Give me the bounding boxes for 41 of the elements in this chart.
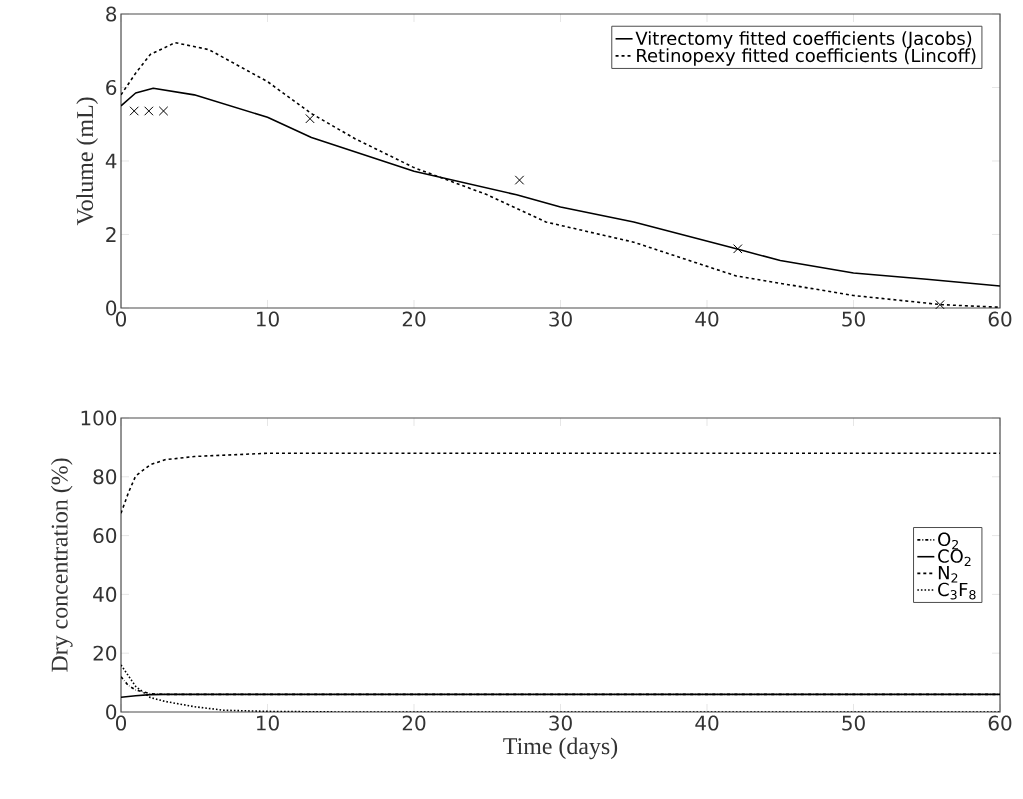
point	[733, 244, 743, 254]
point	[144, 106, 154, 116]
x-tick-label: 20	[402, 715, 426, 731]
x-tick-label: 60	[988, 715, 1012, 731]
x-tick-label: 50	[842, 311, 865, 327]
y-tick-label: 8	[106, 6, 117, 22]
x-tick-label: 40	[695, 311, 719, 327]
legend-label: C$_{3}$F$_{8}$	[938, 582, 976, 600]
y-axis-title: Volume (mL)	[76, 97, 98, 226]
x-tick-label: 50	[842, 715, 865, 731]
y-tick-label: 40	[93, 586, 117, 602]
x-tick-label: 10	[257, 311, 279, 327]
y-tick-label: 80	[93, 469, 117, 485]
y-tick-label: 0	[106, 300, 117, 316]
point	[514, 175, 525, 185]
x-tick-label: 20	[402, 311, 426, 327]
x-tick-label: 30	[549, 715, 572, 731]
x-tick-label: 30	[549, 311, 572, 327]
y-tick-label: 0	[106, 704, 117, 720]
point	[158, 106, 169, 116]
y-axis-title: Dry concentration (%)	[50, 458, 73, 672]
legend-label: Retinopexy fitted coefficients (Lincoff)	[637, 48, 976, 66]
legend-label: O$_{2}$	[938, 532, 958, 550]
x-tick-label: 60	[988, 311, 1012, 327]
y-tick-label: 100	[81, 410, 117, 426]
y-tick-label: 6	[106, 79, 117, 96]
point	[935, 299, 945, 310]
y-tick-label: 2	[106, 227, 116, 242]
y-tick-label: 4	[105, 153, 117, 169]
point	[129, 106, 139, 116]
legend-label: CO$_{2}$	[938, 549, 971, 566]
y-tick-label: 20	[93, 645, 117, 661]
x-axis-title: Time (days)	[503, 737, 618, 760]
legend-label: Vitrectomy fitted coefficients (Jacobs)	[635, 31, 972, 49]
line-series	[121, 664, 1001, 712]
x-tick-label: 10	[257, 715, 279, 731]
y-tick-label: 60	[93, 528, 117, 544]
line-series	[121, 452, 1001, 515]
legend-label: N$_{2}$	[938, 566, 958, 583]
point	[305, 113, 315, 124]
x-tick-label: 40	[695, 715, 719, 731]
